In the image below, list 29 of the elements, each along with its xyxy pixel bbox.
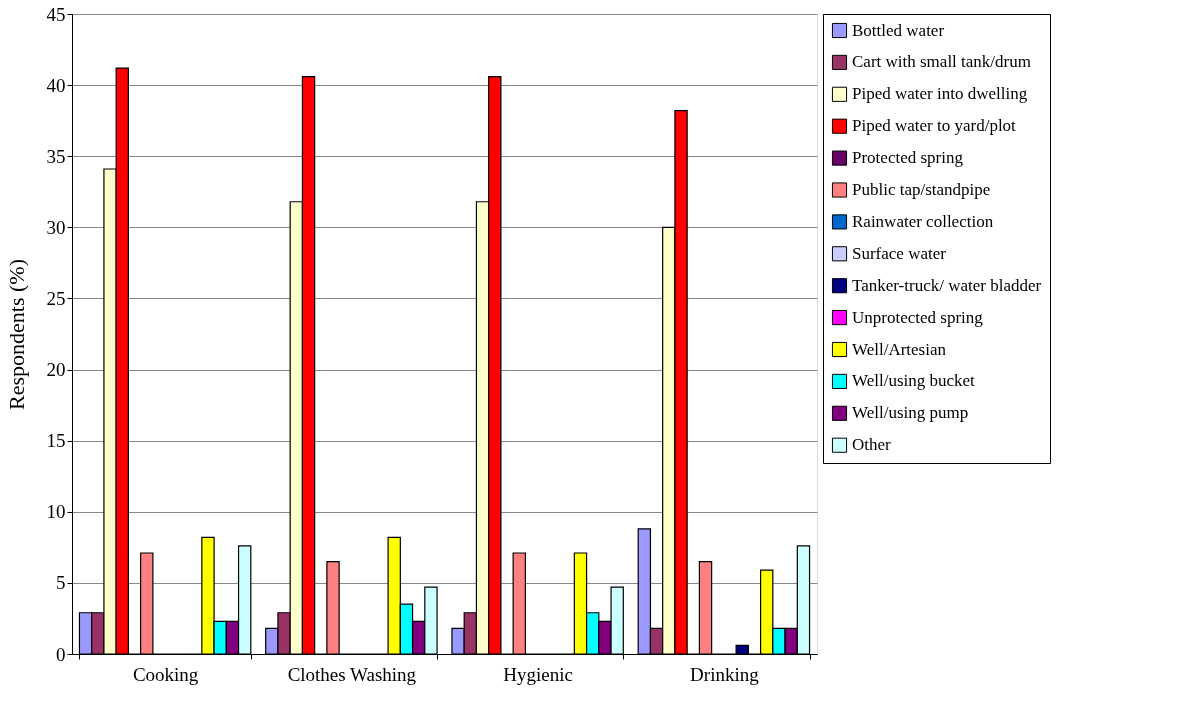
legend-label: Rainwater collection (852, 211, 994, 231)
y-tick-label: 30 (46, 216, 66, 238)
y-tick-label: 10 (46, 501, 66, 523)
legend-label: Well/Artesian (852, 339, 947, 359)
y-tick-label: 15 (46, 430, 66, 452)
legend-label: Unprotected spring (852, 307, 984, 327)
y-axis-title: Respondents (%) (3, 259, 29, 410)
legend-label: Tanker-truck/ water bladder (852, 275, 1042, 295)
y-tick-label: 20 (46, 359, 66, 381)
x-tick-label: Drinking (690, 663, 760, 685)
y-tick-label: 35 (46, 145, 66, 167)
x-tick-label: Clothes Washing (287, 663, 417, 685)
legend-label: Bottled water (852, 20, 945, 40)
legend-label: Well/using bucket (852, 371, 976, 391)
legend-label: Protected spring (852, 148, 964, 168)
legend-label: Piped water to yard/plot (852, 116, 1017, 136)
y-tick-label: 40 (46, 74, 66, 96)
legend-label: Cart with small tank/drum (852, 52, 1031, 72)
legend-label: Other (852, 435, 892, 455)
x-tick-label: Hygienic (503, 663, 573, 685)
legend-label: Surface water (852, 243, 947, 263)
x-tick-label: Cooking (132, 663, 199, 685)
legend-label: Well/using pump (852, 403, 969, 423)
y-tick-label: 45 (46, 3, 66, 25)
y-tick-label: 25 (46, 287, 66, 309)
y-tick-label: 5 (56, 572, 66, 594)
legend-label: Public tap/standpipe (852, 180, 991, 199)
y-tick-label: 0 (56, 643, 66, 665)
legend-label: Piped water into dwelling (852, 84, 1028, 104)
